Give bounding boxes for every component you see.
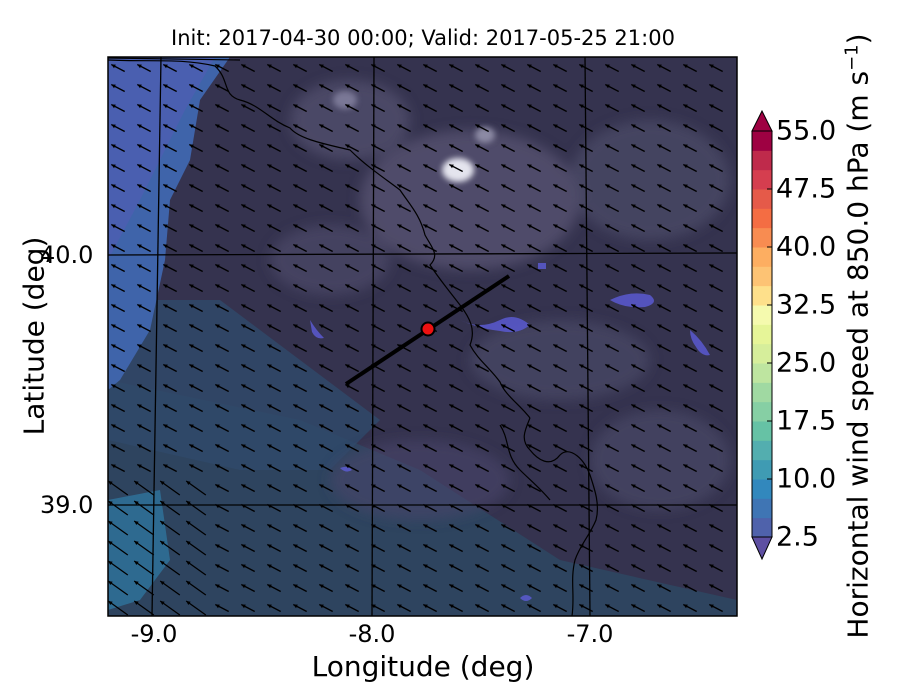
colorbar-segment xyxy=(752,305,772,325)
colorbar-segment xyxy=(752,382,772,403)
high-terrain-highlight xyxy=(333,91,495,182)
colorbar-segment xyxy=(752,401,772,422)
plot-title: Init: 2017-04-30 00:00; Valid: 2017-05-2… xyxy=(171,26,675,50)
colorbar-segment xyxy=(752,517,772,538)
colorbar-segment xyxy=(752,498,772,519)
colorbar-segment xyxy=(752,421,772,441)
x-axis-label: Longitude (deg) xyxy=(311,650,535,683)
colorbar-tick-label: 47.5 xyxy=(776,173,837,205)
colorbar-tick-label: 2.5 xyxy=(776,521,819,553)
colorbar-segment xyxy=(752,324,772,345)
wind-vectors xyxy=(108,63,724,616)
colorbar xyxy=(751,109,773,561)
colorbar-label: Horizontal wind speed at 850.0 hPa (m s−… xyxy=(841,33,875,639)
colorbar-tick-label: 17.5 xyxy=(776,405,837,437)
colorbar-segment xyxy=(752,363,772,383)
rivers xyxy=(310,263,710,601)
x-tick-label: -7.0 xyxy=(566,620,614,648)
colorbar-tick-label: 10.0 xyxy=(776,463,837,495)
terrain-patches xyxy=(270,80,730,520)
colorbar-segment xyxy=(752,208,772,229)
colorbar-tick-label: 40.0 xyxy=(776,231,837,263)
colorbar-segment xyxy=(752,169,772,190)
southwest-region xyxy=(108,490,170,610)
colorbar-segment xyxy=(752,150,772,171)
map-area xyxy=(108,57,737,616)
colorbar-segment xyxy=(752,343,772,364)
x-tick-label: -8.0 xyxy=(348,620,396,648)
x-tick-label: -9.0 xyxy=(130,620,178,648)
colorbar-extend-min xyxy=(751,536,773,561)
graticule xyxy=(108,57,737,616)
location-marker xyxy=(420,321,436,337)
colorbar-tick-label: 55.0 xyxy=(776,115,837,147)
colorbar-segment xyxy=(752,459,772,480)
ocean-region-north xyxy=(108,57,215,260)
colorbar-segment xyxy=(752,440,772,461)
colorbar-frame xyxy=(751,130,773,538)
colorbar-segment xyxy=(752,247,772,267)
colorbar-extend-max xyxy=(751,109,773,132)
colorbar-segment xyxy=(752,285,772,306)
colorbar-segment xyxy=(752,227,772,248)
colorbar-segment xyxy=(752,479,772,499)
y-tick-label: 40.0 xyxy=(40,241,94,269)
colorbar-tick-label: 32.5 xyxy=(776,289,837,321)
map-frame xyxy=(107,56,738,617)
colorbar-segment xyxy=(752,266,772,287)
colorbar-tick-label: 25.0 xyxy=(776,347,837,379)
colorbar-segment xyxy=(752,189,772,209)
colorbar-segment xyxy=(752,131,772,151)
y-tick-label: 39.0 xyxy=(40,491,94,519)
